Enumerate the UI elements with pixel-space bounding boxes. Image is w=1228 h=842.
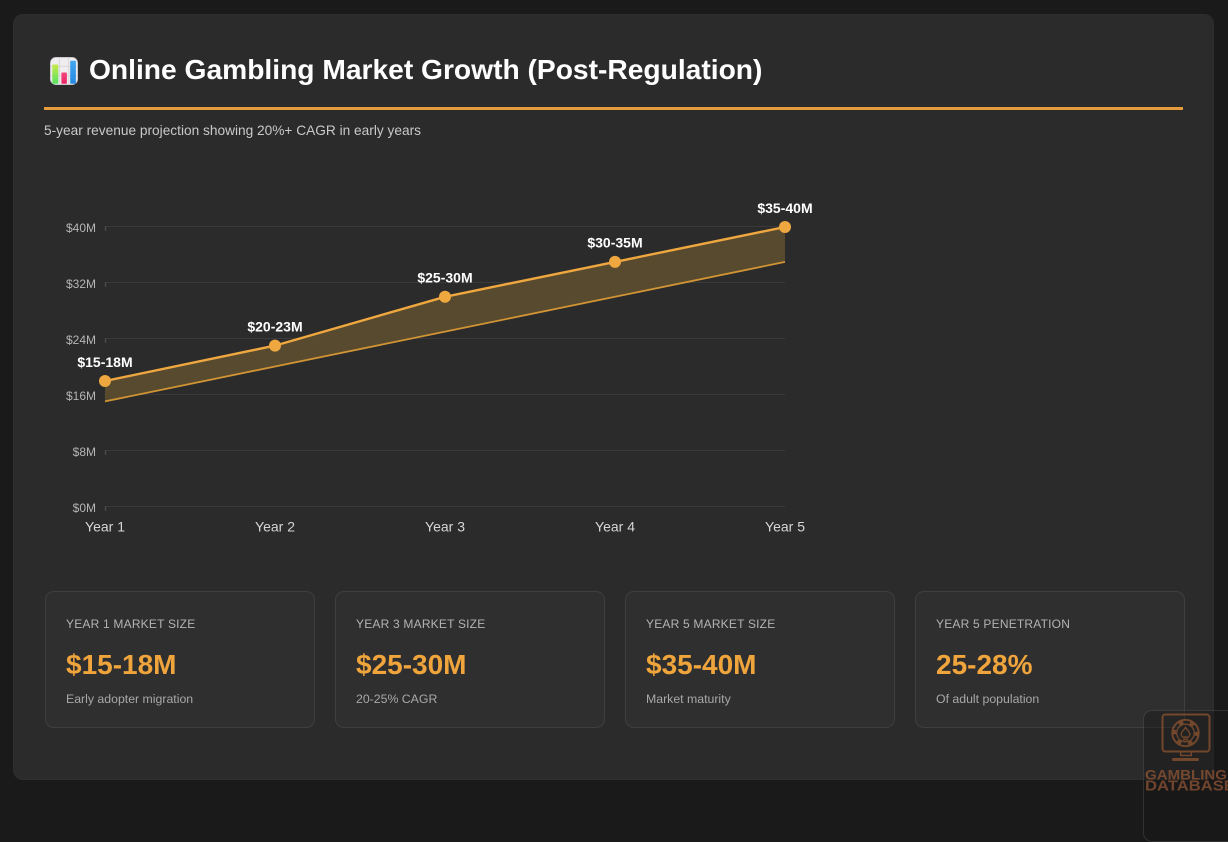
svg-text:$32M: $32M — [66, 277, 96, 291]
svg-text:DATABASES: DATABASES — [1145, 777, 1228, 794]
svg-text:Year 3: Year 3 — [425, 519, 465, 535]
svg-text:$0M: $0M — [73, 501, 96, 515]
svg-text:Year 5: Year 5 — [765, 519, 805, 535]
svg-text:$20-23M: $20-23M — [247, 318, 302, 334]
svg-text:Year 4: Year 4 — [595, 519, 635, 535]
svg-text:$25-30M: $25-30M — [417, 270, 472, 286]
svg-text:$15-18M: $15-18M — [77, 354, 132, 370]
svg-text:$40M: $40M — [66, 221, 96, 235]
svg-text:$24M: $24M — [66, 333, 96, 347]
svg-text:$16M: $16M — [66, 389, 96, 403]
svg-text:Year 2: Year 2 — [255, 519, 295, 535]
svg-text:$35-40M: $35-40M — [757, 200, 812, 216]
svg-text:$30-35M: $30-35M — [587, 235, 642, 251]
svg-text:GAMBLING: GAMBLING — [1145, 768, 1227, 783]
svg-text:$8M: $8M — [73, 445, 96, 459]
svg-text:Year 1: Year 1 — [85, 519, 125, 535]
